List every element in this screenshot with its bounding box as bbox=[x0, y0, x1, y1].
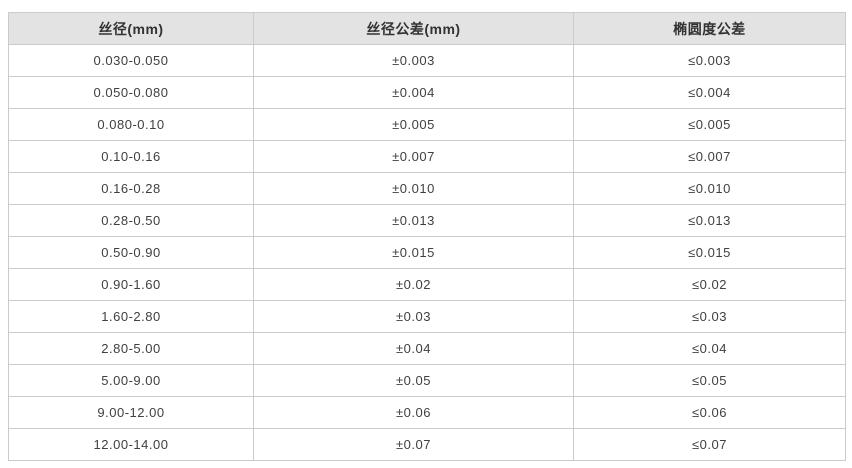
table-cell: ±0.015 bbox=[253, 236, 574, 269]
table-cell: 0.080-0.10 bbox=[8, 108, 254, 141]
table-cell: 5.00-9.00 bbox=[8, 364, 254, 397]
table-cell: 0.50-0.90 bbox=[8, 236, 254, 269]
table-cell: ±0.02 bbox=[253, 268, 574, 301]
table-cell: ≤0.07 bbox=[573, 428, 846, 461]
table-cell: 0.16-0.28 bbox=[8, 172, 254, 205]
table-cell: ≤0.015 bbox=[573, 236, 846, 269]
table-row: 2.80-5.00 ±0.04 ≤0.04 bbox=[8, 332, 846, 365]
table-cell: ≤0.05 bbox=[573, 364, 846, 397]
table-row: 0.030-0.050 ±0.003 ≤0.003 bbox=[8, 44, 846, 77]
header-cell-diameter-tolerance: 丝径公差(mm) bbox=[253, 12, 574, 45]
table-cell: ±0.05 bbox=[253, 364, 574, 397]
table-cell: 0.030-0.050 bbox=[8, 44, 254, 77]
table-cell: ≤0.007 bbox=[573, 140, 846, 173]
table-cell: ±0.013 bbox=[253, 204, 574, 237]
table-cell: 9.00-12.00 bbox=[8, 396, 254, 429]
table-cell: 2.80-5.00 bbox=[8, 332, 254, 365]
table-cell: ±0.005 bbox=[253, 108, 574, 141]
header-cell-ovality-tolerance: 椭圆度公差 bbox=[573, 12, 846, 45]
header-cell-wire-diameter: 丝径(mm) bbox=[8, 12, 254, 45]
table-cell: ±0.007 bbox=[253, 140, 574, 173]
table-cell: ±0.010 bbox=[253, 172, 574, 205]
table-row: 0.16-0.28 ±0.010 ≤0.010 bbox=[8, 172, 846, 205]
table-row: 0.50-0.90 ±0.015 ≤0.015 bbox=[8, 236, 846, 269]
table-header-row: 丝径(mm) 丝径公差(mm) 椭圆度公差 bbox=[8, 12, 846, 45]
table-cell: 1.60-2.80 bbox=[8, 300, 254, 333]
table-row: 0.28-0.50 ±0.013 ≤0.013 bbox=[8, 204, 846, 237]
table-cell: ≤0.005 bbox=[573, 108, 846, 141]
table-row: 0.050-0.080 ±0.004 ≤0.004 bbox=[8, 76, 846, 109]
table-cell: ±0.003 bbox=[253, 44, 574, 77]
table-cell: ±0.07 bbox=[253, 428, 574, 461]
table-cell: 12.00-14.00 bbox=[8, 428, 254, 461]
table-cell: ±0.04 bbox=[253, 332, 574, 365]
table-cell: ≤0.003 bbox=[573, 44, 846, 77]
table-cell: 0.050-0.080 bbox=[8, 76, 254, 109]
table-row: 1.60-2.80 ±0.03 ≤0.03 bbox=[8, 300, 846, 333]
table-cell: ±0.06 bbox=[253, 396, 574, 429]
table-cell: ≤0.010 bbox=[573, 172, 846, 205]
table-row: 9.00-12.00 ±0.06 ≤0.06 bbox=[8, 396, 846, 429]
table-row: 0.90-1.60 ±0.02 ≤0.02 bbox=[8, 268, 846, 301]
table-cell: ≤0.013 bbox=[573, 204, 846, 237]
table-cell: ≤0.03 bbox=[573, 300, 846, 333]
table-cell: ≤0.04 bbox=[573, 332, 846, 365]
spec-table-container: 丝径(mm) 丝径公差(mm) 椭圆度公差 0.030-0.050 ±0.003 ≤… bbox=[8, 12, 846, 461]
table-row: 5.00-9.00 ±0.05 ≤0.05 bbox=[8, 364, 846, 397]
table-cell: ≤0.02 bbox=[573, 268, 846, 301]
table-header: 丝径(mm) 丝径公差(mm) 椭圆度公差 bbox=[8, 12, 846, 45]
table-cell: 0.10-0.16 bbox=[8, 140, 254, 173]
table-cell: 0.28-0.50 bbox=[8, 204, 254, 237]
table-cell: ≤0.06 bbox=[573, 396, 846, 429]
table-row: 0.080-0.10 ±0.005 ≤0.005 bbox=[8, 108, 846, 141]
table-row: 0.10-0.16 ±0.007 ≤0.007 bbox=[8, 140, 846, 173]
table-row: 12.00-14.00 ±0.07 ≤0.07 bbox=[8, 428, 846, 461]
table-cell: ±0.004 bbox=[253, 76, 574, 109]
table-cell: ≤0.004 bbox=[573, 76, 846, 109]
table-body: 0.030-0.050 ±0.003 ≤0.003 0.050-0.080 ±0.004… bbox=[8, 44, 846, 461]
table-cell: 0.90-1.60 bbox=[8, 268, 254, 301]
wire-diameter-tolerance-table: 丝径(mm) 丝径公差(mm) 椭圆度公差 0.030-0.050 ±0.003 ≤… bbox=[8, 12, 846, 461]
table-cell: ±0.03 bbox=[253, 300, 574, 333]
